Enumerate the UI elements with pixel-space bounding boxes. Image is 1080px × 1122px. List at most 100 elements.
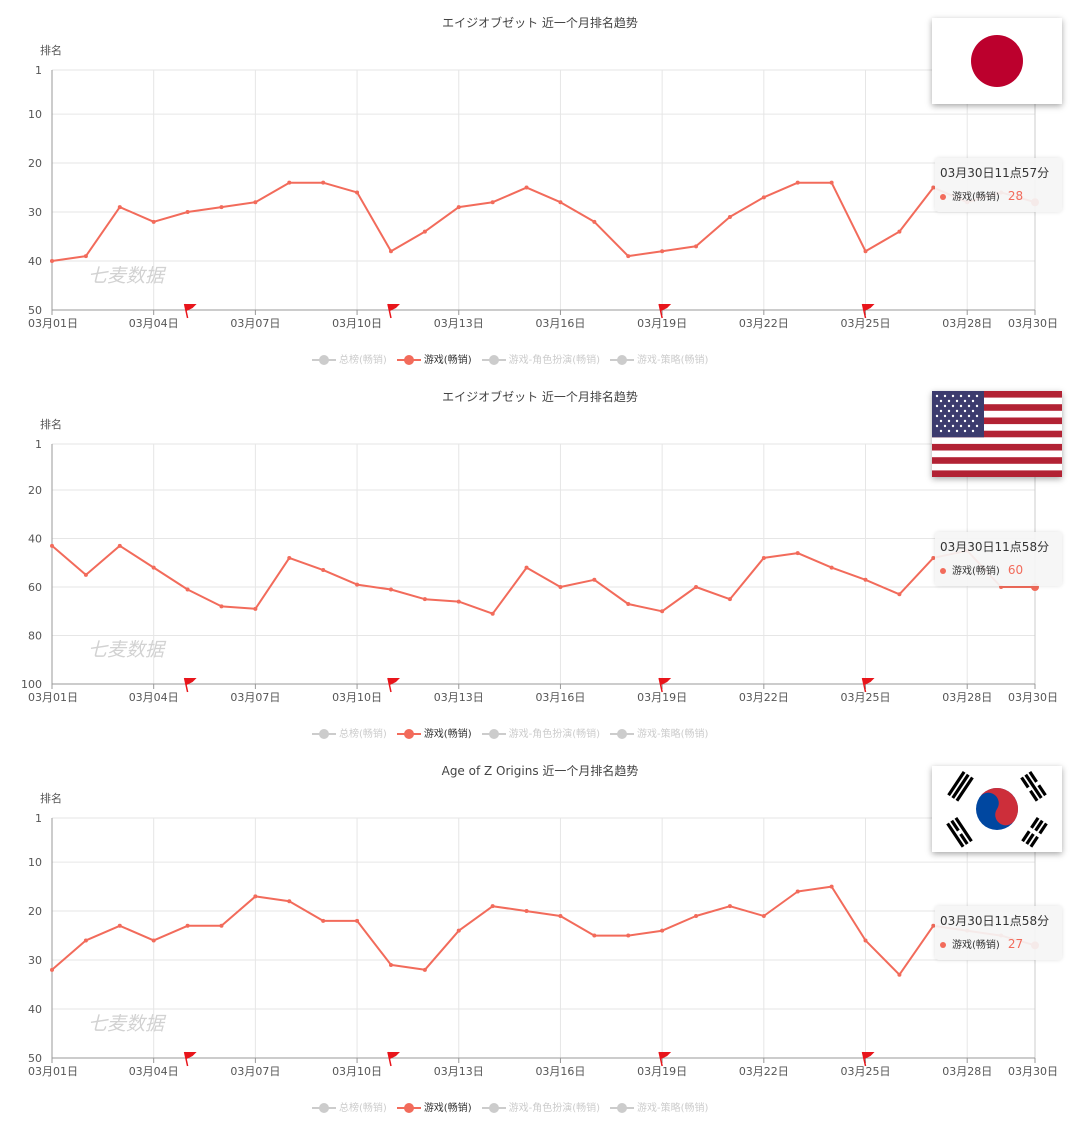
data-point[interactable]: [287, 899, 292, 904]
legend-item-overall[interactable]: 总榜(畅销): [312, 1099, 387, 1114]
data-point[interactable]: [185, 587, 190, 592]
data-point[interactable]: [83, 938, 88, 943]
data-point[interactable]: [660, 928, 665, 933]
event-flag-icon[interactable]: [183, 1051, 197, 1067]
legend-item-games[interactable]: 游戏(畅销): [396, 725, 472, 740]
data-point[interactable]: [321, 180, 326, 185]
data-point[interactable]: [456, 928, 461, 933]
data-point[interactable]: [151, 938, 156, 943]
data-point[interactable]: [83, 254, 88, 259]
data-point[interactable]: [287, 555, 292, 560]
data-point[interactable]: [626, 254, 631, 259]
data-point[interactable]: [626, 933, 631, 938]
event-flag-icon[interactable]: [658, 677, 672, 693]
event-flag-icon[interactable]: [658, 1051, 672, 1067]
data-point[interactable]: [931, 185, 936, 190]
data-point[interactable]: [422, 967, 427, 972]
event-flag-icon[interactable]: [861, 1051, 875, 1067]
legend-item-rpg[interactable]: 游戏-角色扮演(畅销): [481, 351, 600, 366]
data-point[interactable]: [694, 913, 699, 918]
data-point[interactable]: [558, 913, 563, 918]
data-point[interactable]: [456, 205, 461, 210]
data-point[interactable]: [897, 229, 902, 234]
data-point[interactable]: [524, 185, 529, 190]
data-point[interactable]: [83, 572, 88, 577]
data-point[interactable]: [490, 200, 495, 205]
data-point[interactable]: [524, 565, 529, 570]
data-point[interactable]: [592, 577, 597, 582]
legend-item-strategy[interactable]: 游戏-策略(畅销): [610, 351, 708, 366]
event-flag-icon[interactable]: [387, 677, 400, 693]
data-point[interactable]: [185, 210, 190, 215]
event-flag-icon[interactable]: [183, 303, 197, 319]
legend-item-games[interactable]: 游戏(畅销): [396, 351, 472, 366]
data-point[interactable]: [253, 200, 258, 205]
data-point[interactable]: [524, 909, 529, 914]
data-point[interactable]: [388, 249, 393, 254]
data-point[interactable]: [219, 205, 224, 210]
data-point[interactable]: [355, 190, 360, 195]
data-point[interactable]: [863, 249, 868, 254]
data-point[interactable]: [660, 609, 665, 614]
legend-item-strategy[interactable]: 游戏-策略(畅销): [610, 1099, 708, 1114]
data-point[interactable]: [50, 543, 54, 548]
data-point[interactable]: [761, 195, 766, 200]
data-point[interactable]: [694, 244, 699, 249]
data-point[interactable]: [151, 565, 156, 570]
event-flag-icon[interactable]: [861, 303, 875, 319]
data-point[interactable]: [897, 592, 902, 597]
data-point[interactable]: [50, 259, 54, 264]
data-point[interactable]: [355, 582, 360, 587]
data-point[interactable]: [253, 894, 258, 899]
data-point[interactable]: [185, 923, 190, 928]
data-point[interactable]: [829, 565, 834, 570]
data-point[interactable]: [863, 577, 868, 582]
legend-item-overall[interactable]: 总榜(畅销): [312, 351, 387, 366]
data-point[interactable]: [422, 597, 427, 602]
legend-item-strategy[interactable]: 游戏-策略(畅销): [610, 725, 708, 740]
data-point[interactable]: [897, 972, 902, 977]
data-point[interactable]: [388, 962, 393, 967]
data-point[interactable]: [50, 967, 54, 972]
data-point[interactable]: [863, 938, 868, 943]
legend-item-rpg[interactable]: 游戏-角色扮演(畅销): [481, 725, 600, 740]
data-point[interactable]: [795, 551, 800, 556]
event-flag-icon[interactable]: [387, 303, 400, 319]
data-point[interactable]: [219, 604, 224, 609]
data-point[interactable]: [490, 904, 495, 909]
data-point[interactable]: [626, 602, 631, 606]
data-point[interactable]: [287, 180, 292, 185]
data-point[interactable]: [355, 918, 360, 923]
data-point[interactable]: [727, 597, 732, 602]
data-point[interactable]: [117, 543, 122, 548]
data-point[interactable]: [999, 585, 1004, 590]
data-point[interactable]: [253, 606, 258, 611]
data-point[interactable]: [761, 913, 766, 918]
data-point[interactable]: [117, 923, 122, 928]
event-flag-icon[interactable]: [861, 677, 875, 693]
data-point[interactable]: [490, 611, 495, 616]
data-point[interactable]: [117, 205, 122, 210]
data-point[interactable]: [151, 219, 156, 224]
data-point[interactable]: [931, 923, 936, 928]
data-point[interactable]: [727, 904, 732, 909]
event-flag-icon[interactable]: [183, 677, 197, 693]
data-point[interactable]: [931, 555, 936, 560]
event-flag-icon[interactable]: [658, 303, 672, 319]
data-point[interactable]: [456, 599, 461, 604]
data-point[interactable]: [558, 200, 563, 205]
data-point[interactable]: [761, 555, 766, 560]
data-point[interactable]: [660, 249, 665, 254]
event-flag-icon[interactable]: [387, 1051, 400, 1067]
data-point[interactable]: [321, 568, 326, 573]
data-point[interactable]: [592, 933, 597, 938]
data-point[interactable]: [795, 180, 800, 185]
legend-item-overall[interactable]: 总榜(畅销): [312, 725, 387, 740]
data-point[interactable]: [219, 923, 224, 928]
data-point[interactable]: [694, 585, 699, 590]
data-point[interactable]: [558, 585, 563, 590]
data-point[interactable]: [829, 884, 834, 889]
data-point[interactable]: [388, 587, 393, 592]
data-point[interactable]: [727, 214, 732, 219]
data-point[interactable]: [321, 918, 326, 923]
